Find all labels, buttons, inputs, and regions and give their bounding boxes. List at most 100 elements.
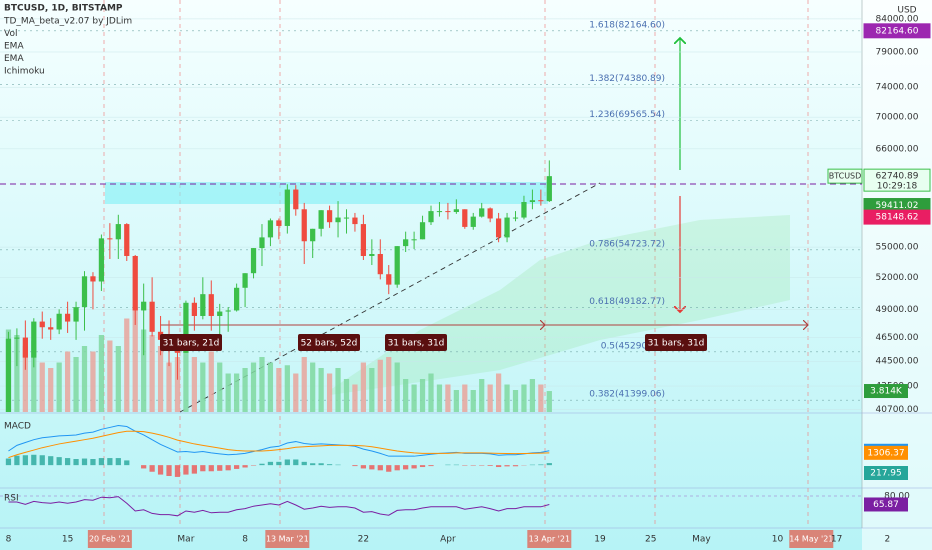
- macd-histogram: [504, 465, 510, 467]
- macd-histogram: [428, 465, 434, 467]
- value-tag-bg: [864, 445, 908, 460]
- candle-body: [141, 301, 147, 311]
- range-highlight: [105, 182, 548, 204]
- volume-bar: [436, 384, 443, 412]
- volume-bar: [453, 390, 459, 412]
- volume-bar: [335, 368, 341, 412]
- volume-bar: [419, 379, 426, 412]
- volume-bar: [191, 357, 197, 412]
- volume-tag: 3.814K: [870, 387, 903, 397]
- annotation-box: [645, 334, 707, 351]
- macd-histogram: [326, 464, 333, 466]
- indicator-name: EMA: [4, 42, 24, 52]
- volume-bar: [403, 379, 409, 412]
- candle-body: [5, 338, 12, 412]
- fib-label: 0.382(41399.06): [589, 390, 665, 400]
- volume-bar: [64, 351, 71, 412]
- x-tick-label: 15: [62, 535, 73, 545]
- volume-bar: [31, 340, 37, 412]
- trend-line: [179, 182, 601, 413]
- candle-body: [242, 273, 248, 288]
- macd-histogram: [419, 465, 426, 468]
- candle-body: [495, 218, 502, 238]
- price-tag: 82164.60: [876, 26, 919, 36]
- x-tick-label: 20 Feb '21: [89, 535, 131, 544]
- volume-bar: [521, 384, 527, 412]
- x-tick-label: 25: [645, 535, 656, 545]
- candle-body: [14, 337, 20, 339]
- volume-bar: [81, 346, 88, 412]
- macd-histogram: [39, 455, 45, 466]
- volume-bar: [310, 362, 316, 412]
- volume-bar: [386, 357, 392, 412]
- volume-bar: [267, 362, 274, 412]
- candle-body: [470, 216, 476, 227]
- candle-body: [81, 276, 88, 308]
- last-price: 62740.89: [876, 172, 919, 182]
- candle-body: [335, 217, 341, 223]
- volume-bar: [208, 351, 214, 412]
- macd-histogram: [538, 464, 544, 466]
- volume-bar: [411, 384, 417, 412]
- candle-body: [386, 274, 392, 285]
- macd-histogram: [293, 459, 299, 466]
- candle-body: [318, 210, 324, 229]
- macd-histogram: [56, 457, 62, 466]
- candle-body: [56, 313, 62, 330]
- volume-bar: [326, 373, 333, 412]
- candle-body: [453, 209, 459, 213]
- x-tick-label: 8: [6, 535, 12, 545]
- volume-bar: [132, 307, 138, 412]
- macd-histogram: [394, 465, 400, 471]
- candle-body: [250, 248, 257, 274]
- fib-label: 1.382(74380.89): [589, 74, 665, 84]
- macd-histogram: [487, 465, 493, 466]
- fib-label: 1.236(69565.54): [589, 110, 665, 120]
- currency: USD: [897, 6, 916, 16]
- x-tick-label: 13 Apr '21: [529, 535, 570, 544]
- overlay: 31 bars, 21d 52 bars, 52d 31 bars, 31d 31 b…: [160, 334, 707, 351]
- indicator-line: [8, 496, 550, 517]
- candle-body: [479, 208, 485, 217]
- candle-body: [132, 255, 138, 311]
- candle-body: [487, 208, 493, 219]
- candle-body: [31, 321, 37, 358]
- volume-bar: [14, 335, 20, 412]
- macd-histogram: [107, 458, 113, 466]
- annotation-box: [160, 334, 222, 351]
- indicator-name: Ichimoku: [4, 67, 45, 77]
- volume-bar: [39, 362, 45, 412]
- candle-body: [22, 337, 28, 358]
- volume-bar: [250, 362, 257, 412]
- price-tag: 59411.02: [876, 201, 919, 211]
- volume-bar: [141, 329, 147, 412]
- y-tick-label: 49000.00: [876, 305, 919, 315]
- symbol-tag-bg: [827, 168, 863, 184]
- candle-body: [259, 237, 265, 249]
- macd-histogram: [48, 456, 54, 466]
- y-tick-label: 40700.00: [876, 405, 919, 415]
- value-tag: 65.87: [873, 500, 899, 510]
- candle-body: [149, 301, 155, 332]
- volume-bar: [546, 391, 552, 412]
- y-tick-label: 84000.00: [876, 14, 919, 24]
- macd-histogram: [191, 465, 197, 474]
- volume-bar: [293, 373, 299, 412]
- macd-histogram: [546, 463, 552, 466]
- candle-body: [538, 200, 544, 202]
- volume-bar: [107, 340, 113, 412]
- candle-body: [293, 189, 299, 210]
- volume-bar: [183, 340, 189, 412]
- volume-bar: [157, 346, 164, 412]
- macd-histogram: [73, 459, 79, 466]
- candle-body: [546, 176, 552, 202]
- macd-histogram: [183, 465, 189, 475]
- volume-bar: [22, 346, 28, 412]
- y-tick-label: 52000.00: [876, 273, 919, 283]
- x-tick-label: May: [692, 535, 711, 545]
- candle-body: [73, 307, 79, 322]
- y-tick-label: 44500.00: [876, 357, 919, 367]
- candle-body: [462, 209, 468, 227]
